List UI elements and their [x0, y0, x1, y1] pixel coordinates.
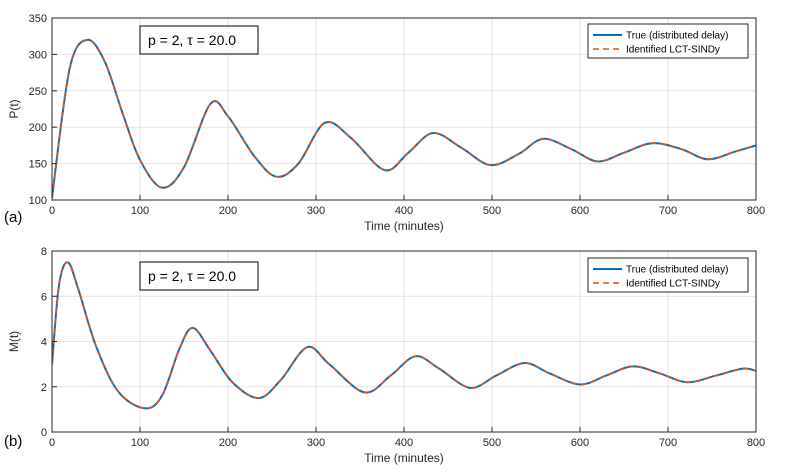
legend-box	[587, 257, 749, 293]
identified-series-line	[52, 261, 756, 410]
legend-entry: True (distributed delay)	[626, 265, 728, 276]
legend-entry: True (distributed delay)	[626, 31, 728, 42]
x-tick-label: 400	[395, 205, 413, 217]
grid-lines	[52, 251, 756, 432]
x-axis-label: Time (minutes)	[364, 451, 444, 465]
x-tick-label: 800	[747, 437, 765, 449]
y-tick-label: 6	[41, 291, 47, 303]
annotation-box	[139, 25, 259, 55]
x-tick-label: 500	[483, 437, 501, 449]
y-tick-label: 200	[29, 122, 47, 134]
panel-label: (a)	[4, 209, 22, 226]
y-axis-label: M(t)	[7, 331, 21, 352]
x-tick-label: 800	[747, 205, 765, 217]
x-tick-label: 100	[131, 205, 149, 217]
y-tick-label: 4	[41, 337, 47, 349]
x-tick-label: 0	[49, 437, 55, 449]
identified-series-line	[52, 39, 756, 198]
series-group	[52, 38, 756, 198]
legend-entry: Identified LCT-SINDy	[626, 45, 720, 56]
x-tick-label: 300	[307, 437, 325, 449]
panel-b: 0 100 200 300 400 500 600 700 800 0 2 4 6 8 Time (minu…	[4, 246, 765, 465]
x-tick-label: 200	[219, 437, 237, 449]
x-tick-label: 600	[571, 205, 589, 217]
x-tick-label: 700	[659, 437, 677, 449]
x-tick-label: 500	[483, 205, 501, 217]
y-tick-label: 250	[29, 86, 47, 98]
annotation-box	[139, 261, 259, 291]
y-tick-label: 2	[41, 382, 47, 394]
x-axis-label: Time (minutes)	[364, 219, 444, 233]
series-group	[52, 261, 756, 410]
y-tick-label: 300	[29, 49, 47, 61]
x-tick-label: 400	[395, 437, 413, 449]
annotation-text: p = 2, τ = 20.0	[148, 32, 236, 48]
x-tick-label: 300	[307, 205, 325, 217]
legend-entry: Identified LCT-SINDy	[626, 279, 720, 290]
legend: True (distributed delay) Identified LCT-S…	[587, 23, 749, 59]
y-tick-label: 8	[41, 246, 47, 258]
panel-a: 0 100 200 300 400 500 600 700 800100150200250300…	[4, 13, 765, 233]
x-tick-label: 100	[131, 437, 149, 449]
x-tick-label: 700	[659, 205, 677, 217]
y-tick-label: 350	[29, 13, 47, 25]
x-tick-label: 0	[49, 205, 55, 217]
panel-label: (b)	[4, 433, 22, 450]
legend: True (distributed delay) Identified LCT-S…	[587, 257, 749, 293]
x-tick-label: 600	[571, 437, 589, 449]
annotation-text: p = 2, τ = 20.0	[148, 268, 236, 284]
y-tick-label: 100	[29, 195, 47, 207]
y-tick-label: 150	[29, 159, 47, 171]
y-tick-label: 0	[41, 427, 47, 439]
x-tick-label: 200	[219, 205, 237, 217]
y-axis-label: P(t)	[7, 99, 21, 118]
legend-box	[587, 23, 749, 59]
